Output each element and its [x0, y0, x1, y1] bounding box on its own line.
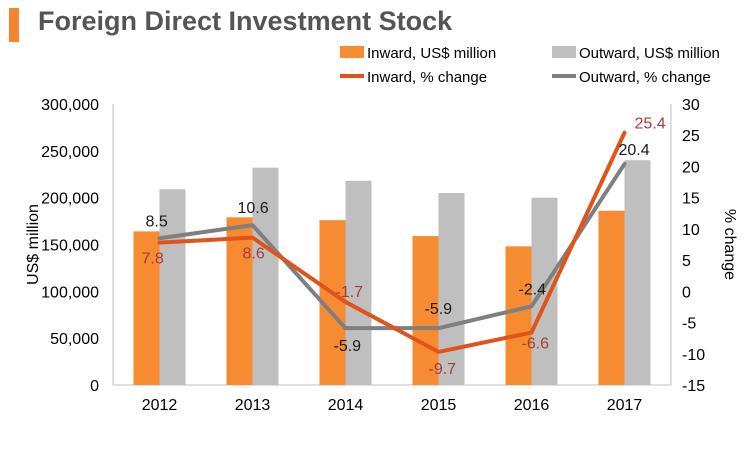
- y-tick-label: 0: [90, 378, 99, 395]
- inward-change-label: -1.7: [336, 284, 364, 301]
- outward-change-label: -5.9: [334, 338, 362, 355]
- y2-tick-label: -5: [682, 316, 696, 333]
- outward-bar: [345, 180, 372, 385]
- outward-bar: [159, 189, 186, 385]
- y-tick-label: 200,000: [41, 191, 99, 208]
- y-axis-title: US$ million: [25, 204, 42, 285]
- x-tick-label: 2015: [421, 397, 457, 414]
- legend-swatch-1: [340, 46, 364, 58]
- inward-change-label: -6.6: [522, 336, 550, 353]
- y2-tick-label: 30: [682, 97, 700, 114]
- outward-bar: [252, 167, 279, 385]
- y2-tick-label: 10: [682, 222, 700, 239]
- outward-bar: [438, 192, 465, 385]
- legend-swatch-2: [552, 46, 576, 58]
- y2-tick-label: 20: [682, 159, 700, 176]
- y-tick-label: 250,000: [41, 144, 99, 161]
- y2-tick-label: -10: [682, 347, 705, 364]
- inward-bar: [598, 210, 625, 385]
- y2-tick-label: 5: [682, 253, 691, 270]
- title-accent-bar: [9, 8, 19, 42]
- outward-bar: [531, 197, 558, 385]
- x-tick-label: 2017: [607, 397, 643, 414]
- legend-label-1: Inward, US$ million: [367, 45, 496, 62]
- outward-change-label: -2.4: [519, 281, 547, 298]
- inward-change-label: 25.4: [635, 116, 666, 133]
- inward-change-label: 7.8: [142, 251, 164, 268]
- x-tick-label: 2016: [514, 397, 550, 414]
- outward-change-label: 10.6: [238, 200, 269, 217]
- outward-change-label: -5.9: [425, 301, 453, 318]
- x-tick-label: 2014: [328, 397, 364, 414]
- legend-label-4: Outward, % change: [579, 69, 711, 86]
- inward-change-line: [157, 130, 627, 354]
- x-tick-label: 2013: [235, 397, 271, 414]
- inward-bar: [412, 236, 439, 385]
- inward-bar: [226, 217, 253, 385]
- inward-bar: [505, 246, 532, 385]
- y2-axis-title: % change: [721, 209, 738, 280]
- inward-bar: [133, 231, 160, 385]
- y-tick-label: 300,000: [41, 97, 99, 114]
- outward-bar: [624, 160, 651, 385]
- x-tick-label: 2012: [142, 397, 178, 414]
- y-tick-label: 50,000: [50, 331, 99, 348]
- inward-change-label: 8.6: [243, 246, 265, 263]
- y2-tick-label: -15: [682, 378, 705, 395]
- legend-label-3: Inward, % change: [367, 69, 487, 86]
- y-tick-label: 150,000: [41, 238, 99, 255]
- y-tick-label: 100,000: [41, 284, 99, 301]
- inward-change-label: -9.7: [429, 361, 457, 378]
- y2-tick-label: 0: [682, 284, 691, 301]
- y2-tick-label: 15: [682, 191, 700, 208]
- outward-change-label: 20.4: [619, 142, 650, 159]
- legend-label-2: Outward, US$ million: [579, 45, 720, 62]
- y2-tick-label: 25: [682, 128, 700, 145]
- chart-title: Foreign Direct Investment Stock: [38, 6, 453, 36]
- outward-change-label: 8.5: [146, 213, 168, 230]
